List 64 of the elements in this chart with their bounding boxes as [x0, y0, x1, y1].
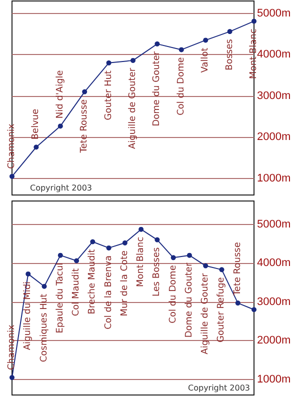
point — [42, 284, 47, 289]
category-label: Breche Maudit — [88, 249, 98, 314]
y-tick-label: 5000m — [257, 218, 291, 230]
category-label: Chamonix — [7, 324, 17, 370]
category-label: Bosses — [224, 39, 235, 70]
y-tick-label: 5000m — [257, 7, 291, 20]
annotation: Copyright 2003 — [188, 384, 250, 392]
point — [10, 174, 14, 179]
category-label: Chamonix — [7, 124, 17, 169]
category-label: Col du Dome — [168, 265, 178, 324]
point — [10, 375, 14, 380]
category-label: Gouter Hut — [104, 70, 114, 120]
category-label: Dome du Gouter — [184, 262, 194, 338]
point — [227, 29, 232, 34]
point — [203, 263, 208, 268]
point — [106, 60, 112, 66]
point — [178, 47, 184, 52]
point — [138, 226, 144, 232]
point — [219, 267, 224, 272]
point — [74, 258, 80, 264]
category-label: Gouter Refuge — [216, 277, 227, 343]
point — [106, 245, 112, 250]
y-tick-label: 2000m — [257, 334, 291, 347]
annotation: Copyright 2003 — [30, 184, 92, 192]
category-label: Col Maudit — [72, 268, 82, 316]
point — [58, 124, 63, 129]
point — [130, 58, 136, 63]
category-label: Mont Blanc — [136, 236, 146, 288]
y-tick-label: 2000m — [257, 131, 291, 144]
category-label: Les Bosses — [152, 247, 162, 297]
category-label: Col de la Brenva — [104, 255, 114, 330]
point — [186, 252, 192, 258]
y-tick-label: 4000m — [257, 257, 291, 270]
point — [34, 144, 39, 150]
category-label: Col du Dome — [176, 57, 186, 116]
category-label: Aiguille de Gouter — [200, 273, 211, 354]
point — [252, 18, 256, 24]
point — [154, 41, 160, 46]
category-label: Nid d'Aigle — [55, 70, 66, 119]
y-tick-label: 1000m — [257, 172, 291, 184]
point — [154, 237, 160, 242]
y-tick-label: 3000m — [257, 90, 291, 102]
y-tick-label: 1000m — [257, 373, 291, 386]
category-label: Epaule du Tacul — [55, 262, 66, 334]
point — [122, 240, 128, 246]
category-label: Vallot — [200, 48, 211, 73]
y-tick-label: 4000m — [257, 48, 291, 61]
category-label: Tete Rousse — [232, 242, 243, 296]
category-label: Tete Rousse — [80, 99, 90, 153]
category-label: Aiguille de Gouter — [128, 68, 138, 149]
point — [252, 307, 256, 312]
category-label: Mur de la Cote — [120, 250, 130, 316]
point — [82, 89, 88, 94]
category-label: Cosmiques Hut — [39, 294, 50, 362]
point — [58, 252, 63, 258]
point — [170, 255, 176, 260]
point — [235, 300, 240, 306]
y-tick-label: 3000m — [257, 296, 291, 308]
point — [26, 271, 31, 276]
category-label: Aiguille du Midi — [23, 281, 34, 350]
point — [90, 239, 96, 244]
category-label: Belvue — [31, 108, 42, 140]
category-label: Dome du Gouter — [152, 51, 162, 126]
point — [203, 38, 208, 43]
